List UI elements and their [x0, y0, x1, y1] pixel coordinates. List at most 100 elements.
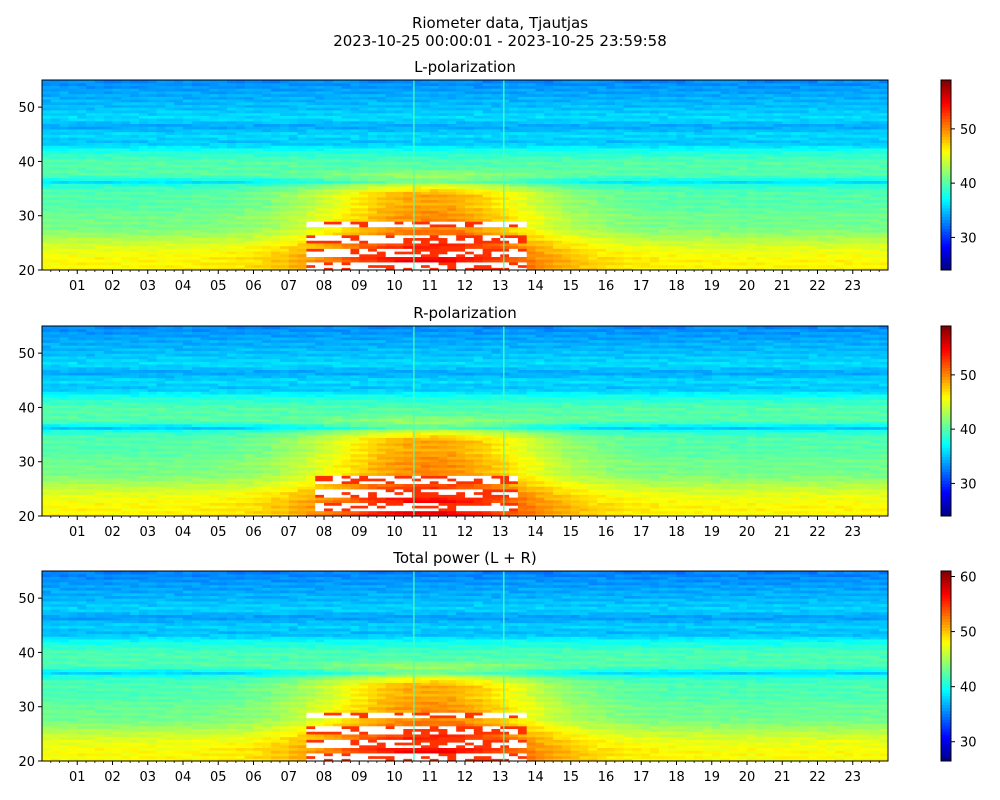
heatmap-cell	[711, 175, 722, 179]
heatmap-cell	[553, 256, 563, 260]
heatmap-cell	[420, 166, 431, 171]
heatmap-cell	[42, 147, 52, 152]
heatmap-cell	[685, 134, 695, 138]
heatmap-cell	[755, 223, 766, 228]
heatmap-cell	[359, 150, 369, 154]
heatmap-cell	[288, 194, 299, 198]
heatmap-cell	[614, 145, 625, 149]
heatmap-cell	[50, 261, 61, 266]
heatmap-cell	[200, 253, 211, 258]
heatmap-cell	[535, 177, 545, 182]
heatmap-cell	[482, 194, 493, 198]
heatmap-cell	[729, 166, 739, 171]
heatmap-cell	[570, 232, 581, 236]
heatmap-cell	[729, 150, 739, 154]
heatmap-cell	[403, 259, 413, 263]
heatmap-cell	[799, 137, 810, 141]
heatmap-cell	[165, 156, 175, 160]
heatmap-cell	[729, 267, 739, 270]
heatmap-cell	[782, 156, 792, 160]
heatmap-cell	[553, 156, 563, 160]
heatmap-cell	[112, 199, 122, 203]
heatmap-cell	[606, 177, 616, 182]
heatmap-cell	[138, 150, 149, 154]
heatmap-cell	[368, 245, 378, 249]
heatmap-cell	[711, 202, 722, 206]
heatmap-cell	[465, 237, 475, 241]
heatmap-cell	[86, 226, 96, 230]
heatmap-cell	[711, 221, 722, 225]
heatmap-cell	[279, 161, 290, 165]
heatmap-cell	[517, 161, 528, 165]
heatmap-cell	[271, 153, 281, 157]
heatmap-cell	[94, 264, 105, 268]
heatmap-cell	[641, 226, 651, 230]
heatmap-cell	[112, 226, 122, 230]
heatmap-cell	[174, 226, 184, 230]
heatmap-cell	[218, 215, 228, 220]
heatmap-cell	[50, 202, 61, 206]
heatmap-cell	[694, 147, 704, 152]
heatmap-cell	[711, 142, 722, 146]
heatmap-cell	[456, 142, 466, 146]
heatmap-cell	[632, 150, 642, 154]
heatmap-cell	[861, 199, 871, 203]
heatmap-cell	[685, 242, 695, 247]
heatmap-cell	[156, 128, 166, 133]
heatmap-cell	[271, 232, 281, 236]
heatmap-cell	[279, 188, 290, 192]
heatmap-cell	[817, 196, 827, 201]
heatmap-cell	[156, 207, 166, 211]
heatmap-cell	[183, 234, 193, 239]
heatmap-cell	[588, 177, 598, 182]
heatmap-cell	[614, 177, 625, 182]
heatmap-cell	[588, 139, 598, 144]
heatmap-cell	[209, 196, 219, 201]
heatmap-cell	[676, 131, 686, 135]
heatmap-cell	[482, 207, 493, 211]
heatmap-cell	[535, 142, 545, 146]
heatmap-cell	[747, 169, 757, 173]
heatmap-cell	[385, 242, 396, 247]
heatmap-cell	[403, 229, 413, 233]
heatmap-cell	[288, 221, 299, 225]
heatmap-cell	[112, 180, 122, 184]
heatmap-cell	[174, 251, 184, 255]
heatmap-cell	[59, 156, 70, 160]
heatmap-cell	[738, 142, 748, 146]
heatmap-cell	[165, 215, 175, 220]
heatmap-cell	[138, 259, 149, 263]
heatmap-cell	[86, 215, 96, 220]
heatmap-cell	[729, 142, 739, 146]
heatmap-cell	[861, 137, 871, 141]
heatmap-cell	[42, 166, 52, 171]
heatmap-cell	[165, 223, 175, 228]
heatmap-cell	[288, 261, 299, 266]
heatmap-cell	[570, 213, 581, 217]
heatmap-cell	[112, 264, 122, 268]
heatmap-cell	[588, 185, 598, 190]
heatmap-cell	[165, 221, 175, 225]
heatmap-cell	[720, 210, 730, 214]
heatmap-cell	[174, 202, 184, 206]
heatmap-cell	[297, 156, 307, 160]
heatmap-cell	[297, 256, 307, 260]
heatmap-cell	[694, 213, 704, 217]
heatmap-cell	[297, 180, 307, 184]
heatmap-cell	[729, 229, 739, 233]
heatmap-cell	[412, 210, 422, 214]
heatmap-cell	[632, 196, 642, 201]
heatmap-cell	[747, 145, 757, 149]
heatmap-cell	[156, 169, 166, 173]
heatmap-cell	[482, 131, 493, 135]
heatmap-cell	[614, 261, 625, 266]
heatmap-cell	[650, 199, 660, 203]
heatmap-cell	[720, 234, 730, 239]
heatmap-cell	[209, 164, 219, 168]
heatmap-cell	[720, 223, 730, 228]
heatmap-cell	[376, 164, 387, 168]
heatmap-cell	[782, 175, 792, 179]
heatmap-cell	[244, 177, 255, 182]
heatmap-cell	[50, 245, 61, 249]
heatmap-cell	[165, 253, 175, 258]
